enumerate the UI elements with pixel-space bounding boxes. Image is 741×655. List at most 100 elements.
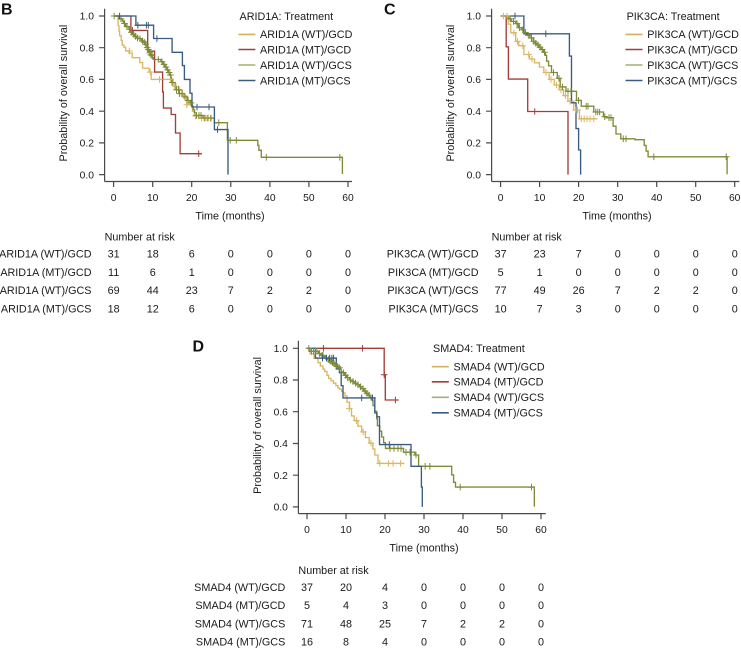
svg-text:PIK3CA (WT)/GCS: PIK3CA (WT)/GCS <box>647 60 738 72</box>
svg-text:50: 50 <box>690 193 702 204</box>
svg-text:6: 6 <box>189 249 195 261</box>
svg-text:7: 7 <box>615 285 621 297</box>
svg-text:0.2: 0.2 <box>274 471 289 482</box>
svg-text:0: 0 <box>615 267 621 279</box>
svg-text:Probability of overall surviva: Probability of overall survival <box>445 25 457 162</box>
svg-text:0: 0 <box>615 304 621 316</box>
svg-text:0.2: 0.2 <box>467 139 482 150</box>
svg-text:0.0: 0.0 <box>274 503 289 514</box>
svg-text:0: 0 <box>304 525 310 536</box>
svg-text:2: 2 <box>654 285 660 297</box>
svg-text:2: 2 <box>267 285 273 297</box>
svg-text:0: 0 <box>732 304 738 316</box>
svg-text:0: 0 <box>228 249 234 261</box>
svg-text:C: C <box>384 1 396 18</box>
svg-text:B: B <box>1 1 13 18</box>
svg-text:20: 20 <box>573 193 585 204</box>
svg-text:SMAD4 (WT)/GCS: SMAD4 (WT)/GCS <box>195 618 286 630</box>
svg-text:0.4: 0.4 <box>467 107 482 118</box>
svg-text:PIK3CA (MT)/GCD: PIK3CA (MT)/GCD <box>647 44 738 56</box>
svg-text:0: 0 <box>306 249 312 261</box>
svg-text:0: 0 <box>732 267 738 279</box>
svg-text:25: 25 <box>379 618 391 630</box>
svg-text:31: 31 <box>108 249 120 261</box>
svg-text:0.6: 0.6 <box>467 75 482 86</box>
svg-text:0: 0 <box>538 582 544 594</box>
svg-text:8: 8 <box>343 637 349 649</box>
svg-text:12: 12 <box>147 304 159 316</box>
svg-text:23: 23 <box>534 249 546 261</box>
svg-text:18: 18 <box>108 304 120 316</box>
svg-text:0: 0 <box>267 249 273 261</box>
svg-text:30: 30 <box>225 193 237 204</box>
svg-text:4: 4 <box>382 637 388 649</box>
svg-text:40: 40 <box>651 193 663 204</box>
svg-text:SMAD4 (MT)/GCD: SMAD4 (MT)/GCD <box>454 377 544 389</box>
svg-text:ARID1A (WT)/GCD: ARID1A (WT)/GCD <box>260 29 353 41</box>
svg-text:PIK3CA (WT)/GCD: PIK3CA (WT)/GCD <box>387 249 479 261</box>
svg-text:0: 0 <box>654 304 660 316</box>
svg-text:0: 0 <box>499 637 505 649</box>
svg-text:10: 10 <box>340 525 352 536</box>
svg-text:0: 0 <box>732 249 738 261</box>
svg-text:10: 10 <box>495 304 507 316</box>
svg-text:0: 0 <box>460 600 466 612</box>
svg-text:Time (months): Time (months) <box>389 543 458 555</box>
svg-text:0: 0 <box>345 249 351 261</box>
svg-text:2: 2 <box>460 618 466 630</box>
svg-text:0.0: 0.0 <box>80 170 95 181</box>
svg-text:Time (months): Time (months) <box>195 211 264 223</box>
svg-text:PIK3CA (WT)/GCS: PIK3CA (WT)/GCS <box>387 285 478 297</box>
svg-text:SMAD4 (MT)/GCD: SMAD4 (MT)/GCD <box>195 600 285 612</box>
svg-text:0: 0 <box>345 267 351 279</box>
svg-text:SMAD4 (WT)/GCD: SMAD4 (WT)/GCD <box>454 362 545 374</box>
svg-text:ARID1A (MT)/GCS: ARID1A (MT)/GCS <box>1 304 92 316</box>
svg-text:0.4: 0.4 <box>80 107 95 118</box>
svg-text:0: 0 <box>538 600 544 612</box>
svg-text:ARID1A (MT)/GCD: ARID1A (MT)/GCD <box>260 44 351 56</box>
svg-text:SMAD4 (WT)/GCD: SMAD4 (WT)/GCD <box>194 582 285 594</box>
svg-text:7: 7 <box>576 249 582 261</box>
svg-text:SMAD4: Treatment: SMAD4: Treatment <box>433 343 525 355</box>
svg-text:7: 7 <box>421 618 427 630</box>
svg-text:0: 0 <box>693 304 699 316</box>
svg-text:Probability of overall surviva: Probability of overall survival <box>58 25 70 162</box>
svg-text:0: 0 <box>345 304 351 316</box>
svg-text:ARID1A (MT)/GCS: ARID1A (MT)/GCS <box>260 75 351 87</box>
svg-text:11: 11 <box>108 267 119 279</box>
svg-text:0: 0 <box>576 267 582 279</box>
svg-text:60: 60 <box>729 193 741 204</box>
svg-text:0.8: 0.8 <box>80 43 95 54</box>
svg-text:0: 0 <box>615 249 621 261</box>
svg-text:ARID1A (WT)/GCS: ARID1A (WT)/GCS <box>260 60 352 72</box>
svg-text:0: 0 <box>306 304 312 316</box>
svg-text:PIK3CA (WT)/GCD: PIK3CA (WT)/GCD <box>647 29 739 41</box>
svg-text:0.6: 0.6 <box>274 407 289 418</box>
svg-text:23: 23 <box>186 285 198 297</box>
svg-text:10: 10 <box>147 193 159 204</box>
svg-text:1: 1 <box>537 267 543 279</box>
svg-text:Time (months): Time (months) <box>582 211 651 223</box>
svg-text:0: 0 <box>228 267 234 279</box>
svg-text:0: 0 <box>460 637 466 649</box>
svg-text:0: 0 <box>499 582 505 594</box>
svg-text:50: 50 <box>496 525 508 536</box>
svg-text:0: 0 <box>654 267 660 279</box>
svg-text:40: 40 <box>264 193 276 204</box>
svg-text:6: 6 <box>150 267 156 279</box>
svg-text:0: 0 <box>306 267 312 279</box>
svg-text:1.0: 1.0 <box>467 12 482 23</box>
svg-text:44: 44 <box>147 285 159 297</box>
svg-text:0: 0 <box>267 267 273 279</box>
svg-text:16: 16 <box>301 637 313 649</box>
svg-text:0: 0 <box>693 267 699 279</box>
svg-text:ARID1A: Treatment: ARID1A: Treatment <box>240 11 334 23</box>
svg-text:6: 6 <box>189 304 195 316</box>
svg-text:40: 40 <box>457 525 469 536</box>
svg-text:ARID1A (MT)/GCD: ARID1A (MT)/GCD <box>0 267 91 279</box>
svg-text:0: 0 <box>111 193 117 204</box>
svg-text:30: 30 <box>418 525 430 536</box>
svg-text:0: 0 <box>499 600 505 612</box>
svg-text:SMAD4 (WT)/GCS: SMAD4 (WT)/GCS <box>454 392 545 404</box>
svg-text:Number at risk: Number at risk <box>105 232 176 244</box>
